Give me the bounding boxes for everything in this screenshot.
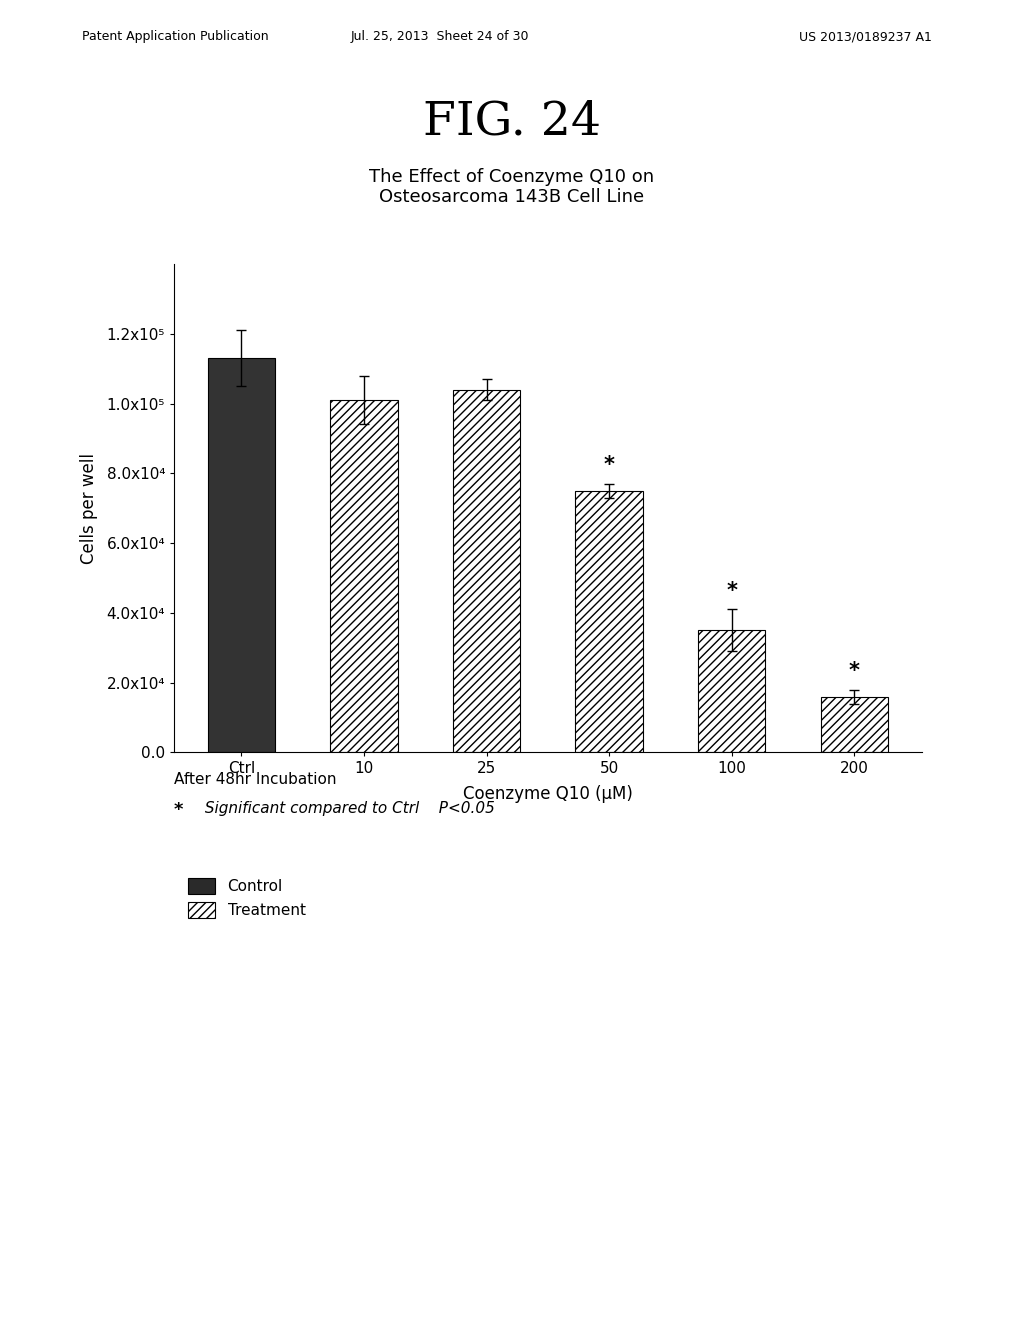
Text: The Effect of Coenzyme Q10 on
Osteosarcoma 143B Cell Line: The Effect of Coenzyme Q10 on Osteosarco… <box>370 168 654 206</box>
Bar <box>698 630 765 752</box>
Text: After 48hr Incubation: After 48hr Incubation <box>174 772 337 787</box>
X-axis label: Coenzyme Q10 (μM): Coenzyme Q10 (μM) <box>463 785 633 803</box>
Text: Patent Application Publication: Patent Application Publication <box>82 30 268 44</box>
Text: FIG. 24: FIG. 24 <box>423 99 601 144</box>
Text: US 2013/0189237 A1: US 2013/0189237 A1 <box>799 30 932 44</box>
Text: Jul. 25, 2013  Sheet 24 of 30: Jul. 25, 2013 Sheet 24 of 30 <box>351 30 529 44</box>
Text: Significant compared to Ctrl    P<0.05: Significant compared to Ctrl P<0.05 <box>200 801 495 816</box>
Bar <box>575 491 643 752</box>
Text: *: * <box>603 455 614 475</box>
Bar <box>208 358 275 752</box>
Text: *: * <box>726 581 737 601</box>
Y-axis label: Cells per well: Cells per well <box>80 453 98 564</box>
Text: *: * <box>174 801 183 820</box>
Bar <box>331 400 397 752</box>
Bar <box>820 697 888 752</box>
Bar <box>453 389 520 752</box>
Legend: Control, Treatment: Control, Treatment <box>181 873 311 924</box>
Text: *: * <box>849 661 860 681</box>
